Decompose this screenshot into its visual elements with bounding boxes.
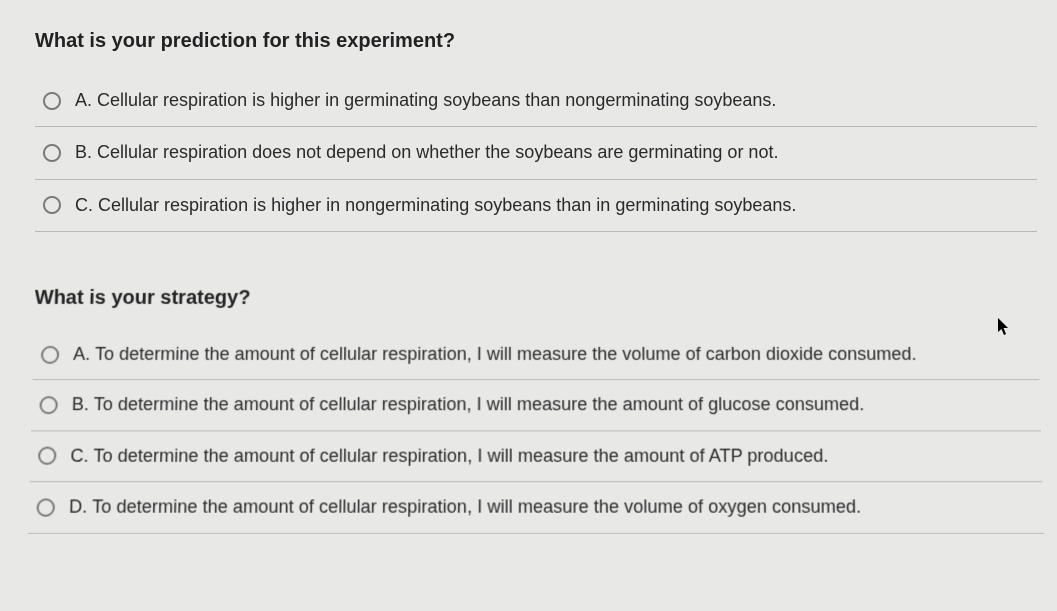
q2-option-d[interactable]: D. To determine the amount of cellular r… — [28, 482, 1044, 533]
radio-icon — [41, 346, 60, 364]
q2-option-a[interactable]: A. To determine the amount of cellular r… — [32, 330, 1039, 381]
option-label: A. To determine the amount of cellular r… — [73, 343, 917, 366]
radio-icon — [43, 196, 61, 214]
q2-option-c[interactable]: C. To determine the amount of cellular r… — [29, 431, 1042, 482]
radio-icon — [38, 447, 57, 465]
option-label: D. To determine the amount of cellular r… — [69, 496, 862, 520]
question-2-block: What is your strategy? A. To determine t… — [28, 287, 1044, 534]
question-1-block: What is your prediction for this experim… — [35, 30, 1037, 232]
q2-option-b[interactable]: B. To determine the amount of cellular r… — [31, 381, 1041, 432]
option-label: B. To determine the amount of cellular r… — [71, 394, 864, 418]
radio-icon — [43, 92, 61, 110]
q1-option-a[interactable]: A. Cellular respiration is higher in ger… — [35, 75, 1037, 127]
question-2-prompt: What is your strategy? — [34, 287, 1037, 310]
q1-option-c[interactable]: C. Cellular respiration is higher in non… — [35, 180, 1037, 232]
option-label: C. To determine the amount of cellular r… — [70, 445, 828, 469]
option-label: C. Cellular respiration is higher in non… — [75, 194, 796, 217]
question-1-prompt: What is your prediction for this experim… — [35, 30, 1037, 53]
radio-icon — [43, 144, 61, 162]
option-label: B. Cellular respiration does not depend … — [75, 141, 778, 164]
radio-icon — [39, 396, 58, 414]
radio-icon — [36, 498, 55, 516]
option-label: A. Cellular respiration is higher in ger… — [75, 89, 776, 112]
q1-option-b[interactable]: B. Cellular respiration does not depend … — [35, 127, 1037, 179]
